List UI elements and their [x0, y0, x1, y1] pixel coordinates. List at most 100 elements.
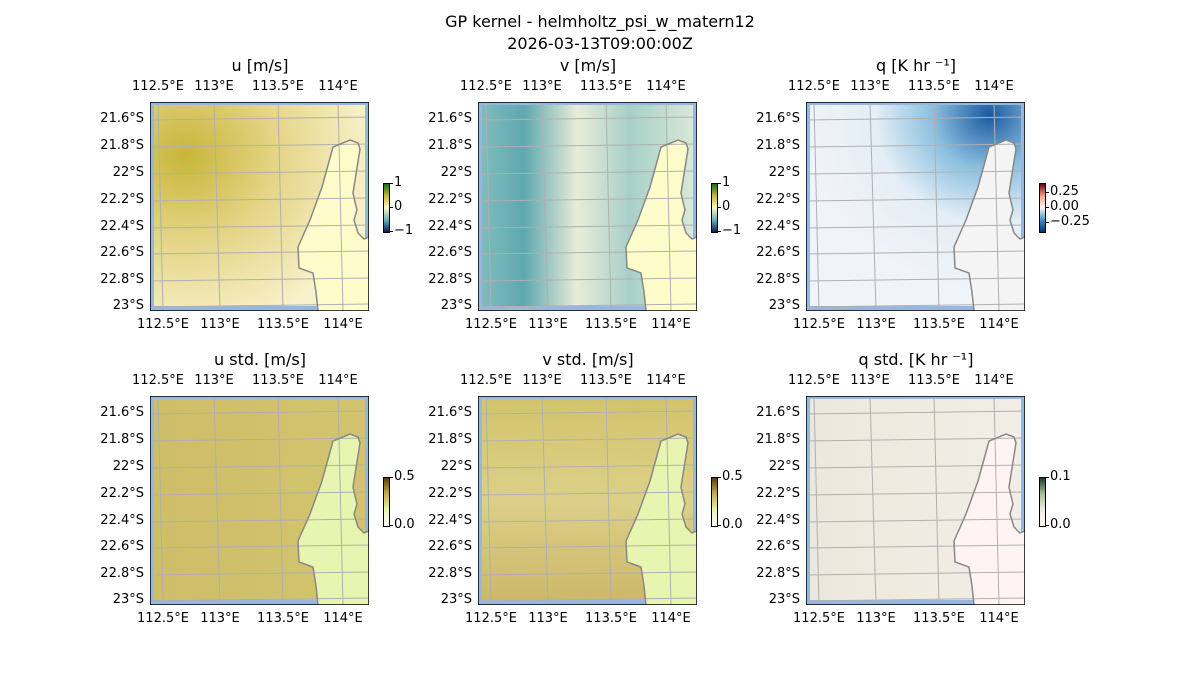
lat-gridline	[806, 571, 1025, 576]
colorbar-tick-label: 0.1	[1050, 469, 1071, 484]
lon-gridline	[213, 396, 221, 605]
lat-gridline	[478, 143, 697, 148]
lon-tick-label: 113.5°E	[257, 611, 309, 626]
lat-tick-label: 22.6°S	[756, 245, 800, 260]
lon-tick-label: 113°E	[200, 317, 240, 332]
lon-gridline	[157, 102, 164, 311]
lon-tick-label: 113°E	[522, 373, 562, 388]
lat-gridline	[150, 116, 369, 121]
lat-tick-label: 22.4°S	[756, 219, 800, 234]
lon-tick-label: 114°E	[323, 317, 363, 332]
lon-gridline	[277, 102, 284, 311]
lon-tick-label: 113.5°E	[580, 373, 632, 388]
lon-tick-label: 112.5°E	[465, 317, 517, 332]
lat-tick-label: 22.6°S	[428, 539, 472, 554]
lat-gridline	[478, 464, 697, 469]
colorbar	[1039, 183, 1046, 233]
lat-gridline	[478, 544, 697, 549]
lon-tick-label: 114°E	[651, 611, 691, 626]
lat-gridline	[806, 224, 1025, 229]
lon-tick-label: 113°E	[200, 611, 240, 626]
lat-tick-label: 22.4°S	[428, 513, 472, 528]
colorbar-tick-label: 0.0	[1050, 517, 1071, 532]
land-area	[626, 396, 697, 605]
lon-tick-label: 114°E	[974, 79, 1014, 94]
lon-tick-label: 112.5°E	[132, 79, 184, 94]
lon-tick-label: 114°E	[979, 611, 1019, 626]
lat-tick-label: 21.6°S	[100, 405, 144, 420]
lat-tick-label: 21.8°S	[756, 432, 800, 447]
lat-gridline	[150, 464, 369, 469]
lat-gridline	[150, 277, 369, 282]
lat-tick-label: 22.6°S	[756, 539, 800, 554]
lat-tick-label: 22.4°S	[100, 219, 144, 234]
lat-tick-label: 22.6°S	[100, 245, 144, 260]
lat-tick-label: 22.4°S	[428, 219, 472, 234]
lat-tick-label: 21.6°S	[100, 111, 144, 126]
lon-gridline	[157, 396, 164, 605]
lat-gridline	[150, 437, 369, 442]
lat-gridline	[806, 116, 1025, 121]
lon-tick-label: 114°E	[646, 79, 686, 94]
land-area	[626, 102, 697, 311]
lat-tick-label: 22.6°S	[428, 245, 472, 260]
lat-gridline	[478, 491, 697, 496]
map-axes	[806, 396, 1025, 605]
lat-tick-label: 22.8°S	[100, 566, 144, 581]
lat-gridline	[478, 250, 697, 255]
lat-tick-label: 22.2°S	[428, 486, 472, 501]
lon-tick-label: 112.5°E	[132, 373, 184, 388]
lon-tick-label: 112.5°E	[465, 611, 517, 626]
lat-tick-label: 22.4°S	[100, 513, 144, 528]
lon-tick-label: 113.5°E	[585, 611, 637, 626]
colorbar-tick-label: 0.25	[1050, 184, 1079, 199]
lat-tick-label: 22.8°S	[428, 566, 472, 581]
map-axes	[150, 102, 369, 311]
colorbar-tick	[1046, 525, 1049, 526]
coastline	[953, 139, 1025, 311]
lon-tick-label: 112.5°E	[788, 373, 840, 388]
lon-tick-label: 114°E	[318, 79, 358, 94]
lat-gridline	[478, 197, 697, 202]
lat-gridline	[150, 518, 369, 523]
lat-gridline	[806, 170, 1025, 175]
lat-tick-label: 22.8°S	[756, 272, 800, 287]
panel-title: u std. [m/s]	[214, 350, 306, 369]
lon-tick-label: 112.5°E	[137, 317, 189, 332]
lat-gridline	[150, 197, 369, 202]
lat-tick-label: 22.2°S	[756, 192, 800, 207]
coastline	[625, 433, 697, 605]
lat-tick-label: 21.6°S	[756, 111, 800, 126]
lon-gridline	[605, 396, 612, 605]
lon-gridline	[213, 102, 221, 311]
lat-gridline	[478, 116, 697, 121]
lat-gridline	[478, 571, 697, 576]
lat-tick-label: 22.2°S	[428, 192, 472, 207]
lon-tick-label: 114°E	[318, 373, 358, 388]
colorbar-tick	[390, 231, 393, 232]
map-axes	[806, 102, 1025, 311]
lat-tick-label: 22.2°S	[100, 486, 144, 501]
lon-gridline	[933, 396, 940, 605]
lon-tick-label: 113°E	[528, 317, 568, 332]
lat-gridline	[150, 491, 369, 496]
colorbar	[711, 477, 718, 527]
panel-title: q [K hr ⁻¹]	[876, 56, 956, 75]
lon-tick-label: 113°E	[850, 79, 890, 94]
lon-tick-label: 113°E	[528, 611, 568, 626]
lon-tick-label: 112.5°E	[460, 373, 512, 388]
panel-title: v std. [m/s]	[542, 350, 634, 369]
colorbar-tick	[718, 231, 721, 232]
lat-gridline	[150, 143, 369, 148]
lat-tick-label: 22°S	[440, 165, 472, 180]
map-axes	[478, 396, 697, 605]
lat-tick-label: 22°S	[112, 165, 144, 180]
land-area	[954, 396, 1025, 605]
lat-tick-label: 21.6°S	[428, 111, 472, 126]
lon-gridline	[869, 396, 877, 605]
lon-tick-label: 114°E	[323, 611, 363, 626]
lat-gridline	[150, 597, 369, 602]
lat-tick-label: 21.8°S	[428, 138, 472, 153]
lat-tick-label: 22°S	[112, 459, 144, 474]
